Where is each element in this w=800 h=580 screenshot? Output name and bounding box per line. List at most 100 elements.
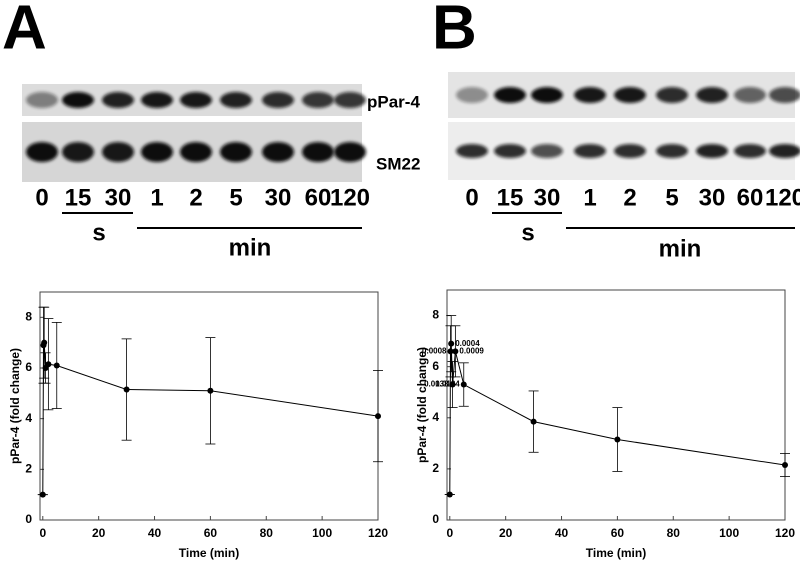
p-value-label: 0.0004: [455, 339, 480, 348]
data-point: [41, 339, 48, 346]
blot-band: [456, 144, 488, 158]
data-point: [39, 491, 46, 498]
lane-label: 1: [583, 184, 596, 211]
blot-band: [531, 144, 563, 158]
lane-label: 2: [623, 184, 636, 211]
x-tick-label: 20: [92, 526, 106, 540]
blot-band: [494, 144, 526, 158]
data-point: [447, 348, 454, 355]
x-tick-label: 60: [204, 526, 218, 540]
data-point: [449, 381, 456, 388]
lane-label: 120: [765, 184, 800, 211]
blot-band: [180, 142, 212, 162]
blot-band: [696, 144, 728, 158]
lane-label: 120: [330, 184, 370, 211]
blot-band: [141, 92, 173, 108]
unit-label: s: [521, 219, 534, 246]
x-tick-label: 100: [312, 526, 332, 540]
blot-band: [656, 144, 688, 158]
blot-band: [62, 92, 94, 108]
lane-label: 30: [699, 184, 726, 211]
x-tick-label: 120: [775, 526, 795, 540]
blot-band: [262, 142, 294, 162]
y-tick-label: 0: [432, 512, 439, 526]
blot-band: [769, 144, 800, 158]
lane-label: 30: [534, 184, 561, 211]
lane-label: 0: [35, 184, 48, 211]
data-point: [123, 386, 130, 393]
data-point: [375, 413, 381, 420]
blot-band: [62, 142, 94, 162]
lane-label: 2: [189, 184, 202, 211]
blot-label: SM22: [376, 154, 420, 173]
y-tick-label: 4: [432, 410, 439, 424]
blot-band: [614, 144, 646, 158]
blot-band: [531, 87, 563, 103]
y-tick-label: 6: [432, 359, 439, 373]
p-value-label: 0.0008: [422, 346, 447, 355]
x-tick-label: 0: [446, 526, 453, 540]
unit-label: min: [659, 235, 702, 262]
blot-band: [102, 142, 134, 162]
x-tick-label: 40: [148, 526, 162, 540]
lane-label: 60: [305, 184, 332, 211]
y-tick-label: 8: [25, 310, 32, 324]
blot-band: [574, 144, 606, 158]
x-tick-label: 80: [260, 526, 274, 540]
p-value-label: 0.0138: [424, 380, 449, 389]
p-value-label: 0.0134: [435, 380, 460, 389]
blot-band: [334, 92, 366, 108]
lane-label: 5: [665, 184, 678, 211]
lane-label: 30: [265, 184, 292, 211]
y-tick-label: 4: [25, 411, 32, 425]
data-point: [45, 361, 52, 368]
lane-label: 0: [465, 184, 478, 211]
x-tick-label: 0: [39, 526, 46, 540]
y-tick-label: 2: [25, 462, 32, 476]
lane-label: 30: [105, 184, 132, 211]
plot-frame: [446, 289, 786, 521]
unit-label: s: [92, 219, 105, 246]
panel-letter: B: [432, 0, 477, 62]
blot-band: [574, 87, 606, 103]
y-tick-label: 8: [432, 308, 439, 322]
y-tick-label: 0: [25, 512, 32, 526]
data-point: [460, 381, 467, 388]
lane-label: 1: [150, 184, 163, 211]
y-tick-label: 6: [25, 360, 32, 374]
blot-band: [220, 92, 252, 108]
blot-band: [734, 144, 766, 158]
blot-band: [302, 92, 334, 108]
x-axis-label: Time (min): [179, 546, 239, 560]
data-point: [207, 387, 214, 394]
blot-band: [734, 87, 766, 103]
lane-label: 15: [497, 184, 524, 211]
blot-band: [334, 142, 366, 162]
data-point: [530, 418, 537, 425]
p-value-label: 0.0009: [459, 346, 484, 355]
data-point: [446, 491, 453, 498]
y-axis-label: pPar-4 (fold change): [8, 348, 22, 464]
blot-band: [494, 87, 526, 103]
blot-band: [696, 87, 728, 103]
x-axis-label: Time (min): [586, 546, 646, 560]
blot-band: [220, 142, 252, 162]
blot-band: [769, 87, 800, 103]
x-tick-label: 40: [555, 526, 569, 540]
y-axis-label: pPar-4 (fold change): [415, 347, 429, 463]
data-point: [782, 462, 788, 469]
y-tick-label: 2: [432, 461, 439, 475]
blot-band: [26, 92, 58, 108]
blot-band: [456, 87, 488, 103]
blot-band: [180, 92, 212, 108]
data-point: [448, 340, 455, 347]
lane-label: 5: [229, 184, 242, 211]
blot-band: [141, 142, 173, 162]
x-tick-label: 80: [667, 526, 681, 540]
lane-label: 15: [65, 184, 92, 211]
x-tick-label: 60: [611, 526, 625, 540]
blot-band: [614, 87, 646, 103]
blot-band: [26, 142, 58, 162]
blot-band: [262, 92, 294, 108]
